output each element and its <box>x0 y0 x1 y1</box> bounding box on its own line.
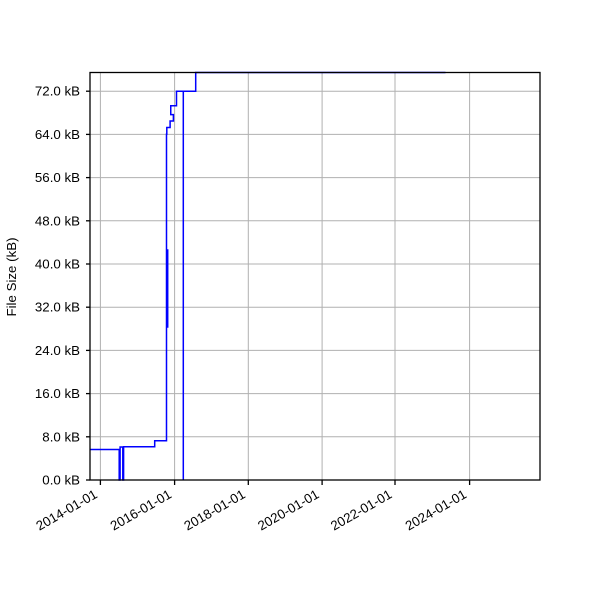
svg-text:72.0 kB: 72.0 kB <box>35 84 80 99</box>
svg-text:File Size (kB): File Size (kB) <box>4 237 19 316</box>
svg-text:16.0 kB: 16.0 kB <box>35 386 80 401</box>
svg-text:8.0 kB: 8.0 kB <box>42 429 80 444</box>
svg-text:64.0 kB: 64.0 kB <box>35 127 80 142</box>
svg-text:32.0 kB: 32.0 kB <box>35 300 80 315</box>
svg-text:48.0 kB: 48.0 kB <box>35 213 80 228</box>
svg-text:56.0 kB: 56.0 kB <box>35 170 80 185</box>
svg-text:0.0 kB: 0.0 kB <box>42 473 80 488</box>
svg-text:24.0 kB: 24.0 kB <box>35 343 80 358</box>
svg-text:40.0 kB: 40.0 kB <box>35 257 80 272</box>
